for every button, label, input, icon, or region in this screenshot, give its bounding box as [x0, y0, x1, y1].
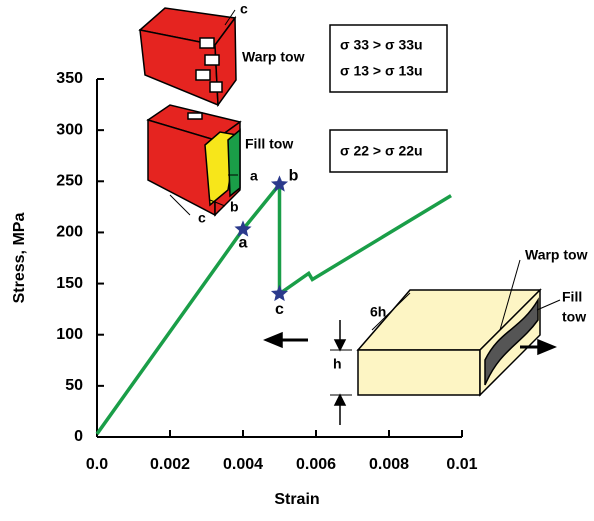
x-tick-label: 0.002	[150, 456, 190, 473]
marker	[270, 284, 289, 302]
x-axis-label: Strain	[274, 491, 319, 508]
marker	[270, 175, 289, 192]
y-tick-label: 0	[74, 428, 83, 445]
x-tick-label: 0.006	[296, 456, 336, 473]
x-tick-label: 0.004	[223, 456, 263, 473]
annotation-box	[329, 129, 448, 173]
x-tick-label: 0.01	[446, 456, 477, 473]
y-tick-label: 50	[65, 377, 83, 394]
y-tick-label: 150	[56, 275, 83, 292]
y-axis-label: Stress, MPa	[11, 213, 28, 304]
annotation: σ 22 > σ 22u	[340, 143, 423, 159]
y-tick-label: 300	[56, 121, 83, 138]
annotation: Warp tow	[242, 49, 305, 65]
annotation: Fill tow	[245, 136, 293, 152]
annotation: a	[250, 168, 258, 184]
y-tick-label: 350	[56, 70, 83, 87]
annotation: Warp tow	[525, 247, 588, 263]
marker-label: b	[289, 168, 299, 185]
fill-cube	[146, 104, 242, 217]
annotation: c	[240, 1, 248, 17]
y-tick-label: 250	[56, 173, 83, 190]
annotation: h	[333, 356, 342, 372]
x-tick-label: 0.0	[86, 456, 108, 473]
annotation: c	[198, 210, 206, 226]
y-tick-label: 100	[56, 326, 83, 343]
annotation-box	[329, 24, 448, 93]
inset-slab	[263, 259, 561, 425]
marker-label: a	[239, 235, 248, 252]
annotation: σ 13 > σ 13u	[340, 63, 423, 79]
marker-label: c	[275, 301, 284, 318]
marker	[234, 220, 252, 237]
y-tick-label: 200	[56, 224, 83, 241]
annotation: 6h	[370, 304, 386, 320]
x-tick-label: 0.008	[369, 456, 409, 473]
warp-cube	[138, 7, 237, 108]
annotation: tow	[562, 309, 586, 325]
annotation: σ 33 > σ 33u	[340, 37, 423, 53]
annotation: b	[230, 199, 239, 215]
annotation: Fill	[562, 289, 582, 305]
